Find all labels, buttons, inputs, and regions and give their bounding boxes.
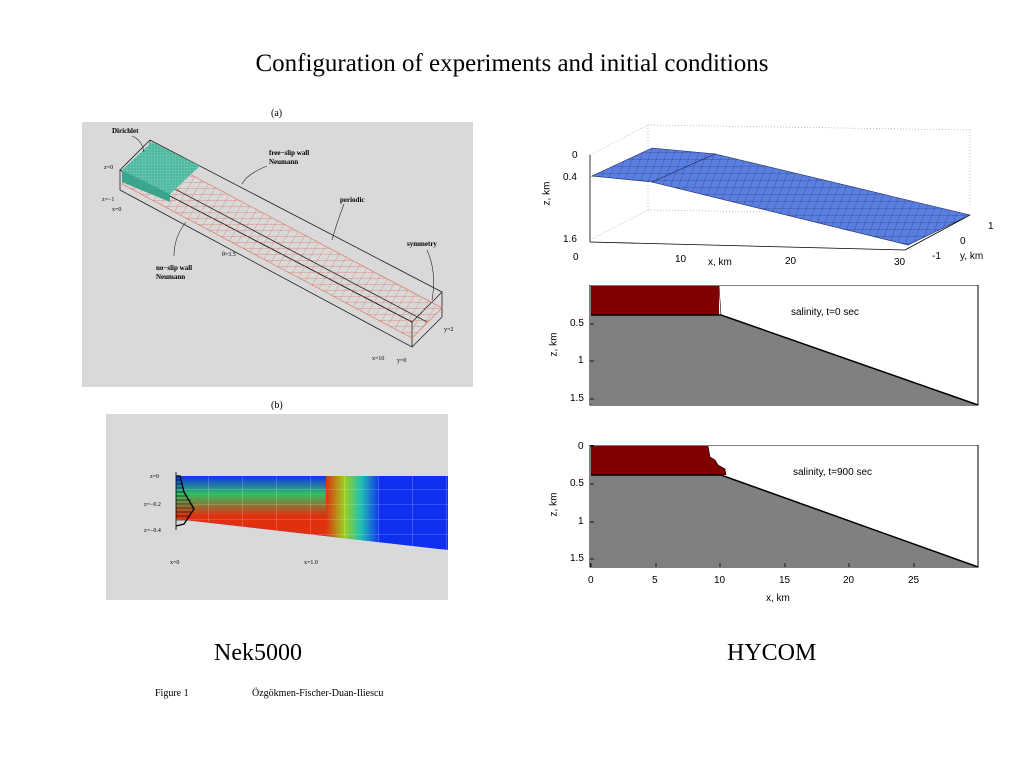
p2-x-tick-4: 20 bbox=[843, 575, 855, 586]
label-x0: x=0 bbox=[112, 207, 122, 213]
surface-y-label: y, km bbox=[960, 251, 984, 262]
surface-x-tick-2: 20 bbox=[785, 256, 797, 267]
surface-z-label: z, km bbox=[541, 181, 553, 206]
label-b-z02: z=−0.2 bbox=[144, 502, 161, 508]
p1-z-tick-2: 1.5 bbox=[570, 393, 584, 404]
p2-z-label: z, km bbox=[548, 492, 560, 517]
surface-y-tick-2: -1 bbox=[932, 251, 941, 262]
p2-z-tick-1: 0.5 bbox=[570, 478, 584, 489]
nek-domain-drawing bbox=[119, 135, 443, 348]
salinity-t900-annotation: salinity, t=900 sec bbox=[793, 467, 873, 478]
p2-z-tick-0: 0 bbox=[578, 441, 584, 452]
panel-a-label: (a) bbox=[271, 108, 283, 119]
hycom-bathymetry-surface: 0 0.4 1.6 z, km 0 10 20 30 x, km 1 0 -1 … bbox=[530, 110, 1000, 285]
label-x10: x=10 bbox=[372, 356, 385, 362]
surface-z-tick-1: 0.4 bbox=[563, 172, 577, 183]
label-b-x1: x=1.0 bbox=[304, 560, 318, 566]
surface-x-label: x, km bbox=[708, 257, 732, 268]
label-dirichlet: Dirichlet bbox=[112, 127, 139, 135]
hycom-salinity-t0: salinity, t=0 sec 0.5 1 1.5 z, km bbox=[540, 284, 980, 407]
p2-x-label: x, km bbox=[766, 593, 790, 604]
surface-x-tick-0: 0 bbox=[573, 252, 579, 263]
hycom-salinity-t900: salinity, t=900 sec 0 0.5 1 1.5 z, km 0 … bbox=[540, 441, 980, 610]
hycom-surface-plot bbox=[589, 124, 971, 251]
label-periodic: periodic bbox=[340, 196, 365, 204]
salinity-t0-plot bbox=[589, 284, 979, 406]
label-b-x0: x=0 bbox=[170, 560, 180, 566]
nek-density-figure: z=0 z=−0.2 z=−0.4 x=0 x=1.0 bbox=[106, 414, 448, 600]
label-no-slip-neumann: Neumann bbox=[156, 273, 186, 281]
hycom-model-name: HYCOM bbox=[727, 640, 817, 666]
label-y0: y=0 bbox=[397, 358, 407, 364]
p2-x-tick-1: 5 bbox=[652, 575, 658, 586]
p2-x-tick-0: 0 bbox=[588, 575, 594, 586]
label-theta: θ=3.5 bbox=[222, 252, 236, 258]
label-b-z0: z=0 bbox=[150, 474, 160, 480]
surface-z-tick-0: 0 bbox=[572, 150, 578, 161]
label-symmetry: symmetry bbox=[407, 240, 437, 248]
slide-title: Configuration of experiments and initial… bbox=[255, 50, 769, 77]
panel-b-label: (b) bbox=[271, 400, 283, 411]
p2-x-tick-3: 15 bbox=[779, 575, 791, 586]
label-z0: z=0 bbox=[104, 165, 114, 171]
p2-z-tick-3: 1.5 bbox=[570, 553, 584, 564]
p2-z-tick-2: 1 bbox=[578, 516, 584, 527]
surface-x-tick-3: 30 bbox=[894, 257, 906, 268]
p1-z-tick-1: 1 bbox=[578, 355, 584, 366]
p1-z-label: z, km bbox=[548, 332, 560, 357]
label-b-z04: z=−0.4 bbox=[144, 528, 161, 534]
p1-z-tick-0: 0.5 bbox=[570, 318, 584, 329]
surface-z-tick-2: 1.6 bbox=[563, 234, 577, 245]
label-z-1: z=−1 bbox=[102, 197, 115, 203]
label-y2: y=2 bbox=[444, 327, 454, 333]
nek-density-field bbox=[175, 472, 448, 550]
nek-domain-figure: Dirichlet free−slip wall Neumann periodi… bbox=[82, 122, 473, 387]
label-free-slip-neumann: Neumann bbox=[269, 158, 299, 166]
label-no-slip: no−slip wall bbox=[156, 264, 193, 272]
surface-y-tick-0: 1 bbox=[988, 221, 994, 232]
salinity-t900-plot bbox=[589, 444, 979, 568]
salinity-t0-annotation: salinity, t=0 sec bbox=[791, 307, 859, 318]
figure-number: Figure 1 bbox=[155, 688, 189, 699]
figure-authors: Özgökmen-Fischer-Duan-Iliescu bbox=[252, 688, 384, 699]
surface-y-tick-1: 0 bbox=[960, 236, 966, 247]
label-free-slip: free−slip wall bbox=[269, 149, 310, 157]
surface-x-tick-1: 10 bbox=[675, 254, 687, 265]
p2-x-tick-2: 10 bbox=[714, 575, 726, 586]
nek-model-name: Nek5000 bbox=[214, 640, 302, 666]
p2-x-tick-5: 25 bbox=[908, 575, 920, 586]
